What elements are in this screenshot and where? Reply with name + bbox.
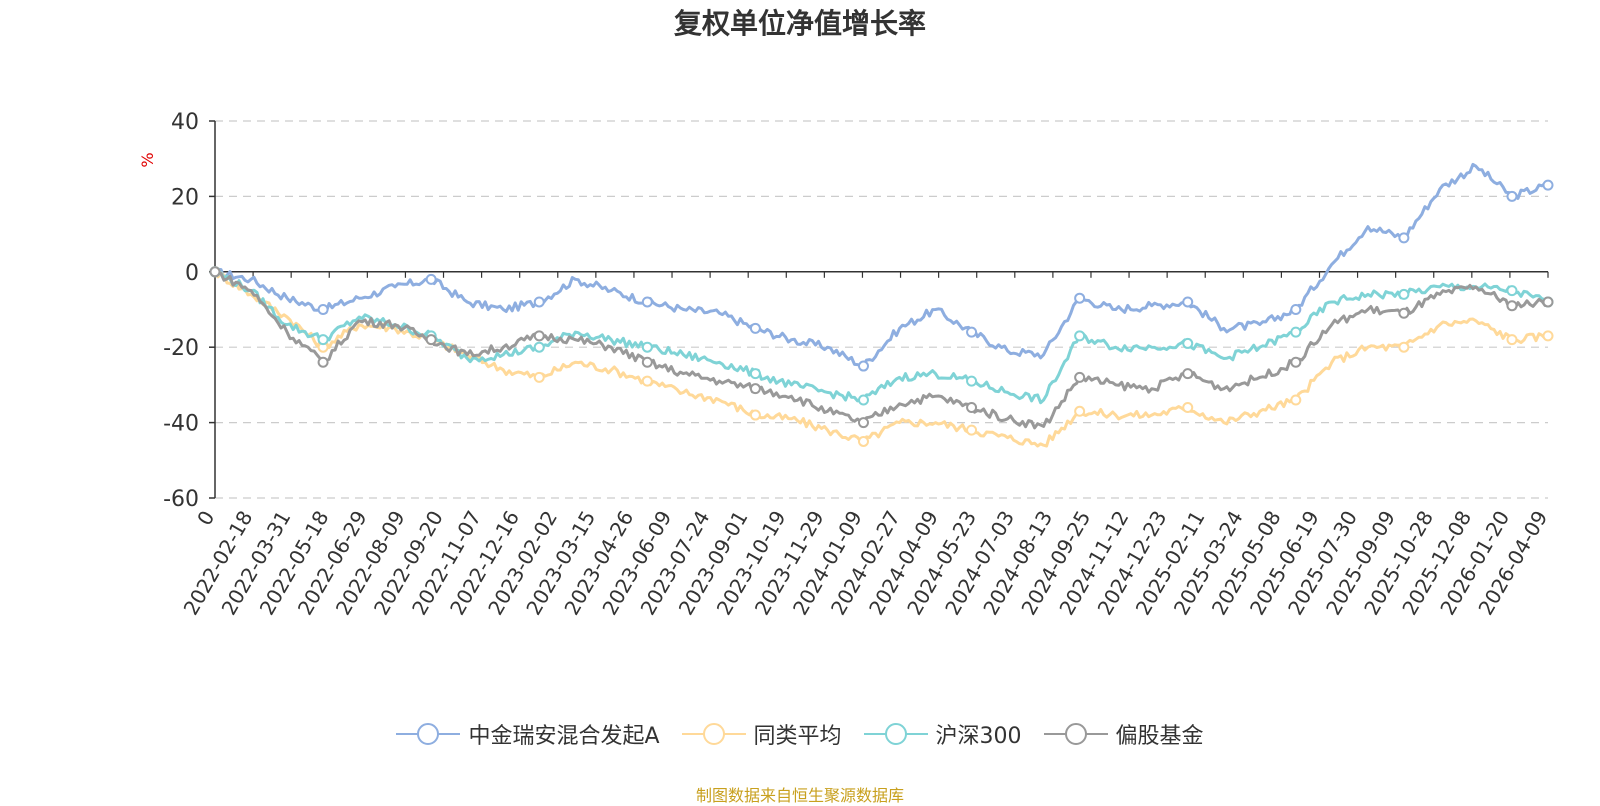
series-layer — [209, 162, 1554, 448]
series-0-point-21 — [966, 326, 978, 338]
legend-item-fund[interactable]: 中金瑞安混合发起A — [396, 718, 660, 750]
series-0-point-6 — [425, 273, 437, 285]
series-0-point-12 — [641, 296, 653, 308]
legend: 中金瑞安混合发起A 同类平均 沪深300 偏股基金 — [0, 718, 1600, 750]
series-line-2 — [213, 270, 1549, 405]
series-1-point-12 — [641, 375, 653, 387]
series-3-point-0 — [209, 266, 221, 278]
legend-label-csi300: 沪深300 — [935, 724, 1022, 749]
y-tick-label-4: -40 — [163, 412, 199, 437]
series-3-point-27 — [1182, 368, 1194, 380]
series-line-0 — [214, 162, 1549, 368]
series-1-point-37 — [1542, 330, 1554, 342]
legend-item-csi300[interactable]: 沪深300 — [863, 718, 1022, 750]
y-tick-label-1: 20 — [171, 185, 199, 210]
series-1-point-30 — [1290, 394, 1302, 406]
x-tick-label-0: 0 — [192, 507, 219, 530]
series-2-point-24 — [1074, 330, 1086, 342]
series-1-point-18 — [857, 435, 869, 447]
series-1-point-21 — [966, 424, 978, 436]
series-2-point-12 — [641, 341, 653, 353]
series-3-point-30 — [1290, 356, 1302, 368]
series-0-point-36 — [1506, 190, 1518, 202]
series-0-point-27 — [1182, 296, 1194, 308]
series-3-point-15 — [749, 383, 761, 395]
series-0-point-3 — [317, 304, 329, 315]
series-3-point-37 — [1542, 296, 1554, 308]
series-3-point-12 — [641, 356, 653, 368]
series-0-point-37 — [1542, 179, 1554, 191]
series-2-point-30 — [1290, 326, 1302, 338]
series-2-point-3 — [317, 334, 329, 346]
y-tick-label-3: -20 — [163, 336, 199, 361]
series-1-point-36 — [1506, 334, 1518, 346]
source-note: 制图数据来自恒生聚源数据库 — [695, 786, 904, 805]
series-2-point-21 — [966, 375, 978, 387]
legend-swatch-equity-fund — [1043, 723, 1108, 745]
legend-item-peer-average[interactable]: 同类平均 — [681, 718, 842, 750]
series-1-point-15 — [749, 409, 761, 421]
series-0-point-24 — [1074, 292, 1086, 304]
legend-swatch-csi300 — [863, 723, 928, 745]
series-3-point-18 — [857, 417, 869, 429]
series-3-point-9 — [533, 330, 545, 342]
series-1-point-24 — [1074, 405, 1086, 417]
series-0-point-9 — [533, 296, 545, 308]
series-0-point-15 — [749, 322, 761, 334]
series-1-point-33 — [1398, 341, 1410, 353]
series-2-point-15 — [749, 368, 761, 380]
series-3-point-21 — [966, 402, 978, 414]
series-2-point-33 — [1398, 288, 1410, 300]
y-axis-label: % — [138, 152, 157, 167]
y-tick-label-0: 40 — [171, 110, 199, 135]
y-tick-label-5: -60 — [163, 487, 199, 512]
series-2-point-18 — [857, 394, 869, 406]
series-3-point-36 — [1506, 300, 1518, 312]
legend-item-equity-fund[interactable]: 偏股基金 — [1043, 718, 1204, 750]
series-3-point-24 — [1074, 371, 1086, 383]
series-1-point-27 — [1182, 402, 1194, 414]
line-chart: 40200-20-40-6002022-02-182022-03-312022-… — [138, 110, 1554, 619]
legend-swatch-peer-average — [681, 723, 746, 745]
series-line-3 — [214, 270, 1550, 430]
legend-swatch-fund — [396, 723, 461, 745]
series-3-point-33 — [1398, 307, 1410, 319]
series-3-point-3 — [317, 356, 329, 368]
grid-layer — [215, 120, 1548, 499]
legend-label-peer-average: 同类平均 — [753, 724, 842, 749]
legend-label-equity-fund: 偏股基金 — [1115, 724, 1204, 749]
series-0-point-30 — [1290, 304, 1302, 315]
legend-label-fund: 中金瑞安混合发起A — [468, 724, 660, 749]
chart-title: 复权单位净值增长率 — [673, 7, 926, 40]
series-1-point-9 — [533, 371, 545, 383]
series-2-point-9 — [533, 341, 545, 353]
series-3-point-6 — [425, 334, 437, 346]
y-tick-label-2: 0 — [185, 261, 199, 286]
series-0-point-33 — [1398, 232, 1410, 244]
series-0-point-18 — [857, 360, 869, 372]
series-2-point-36 — [1506, 285, 1518, 297]
series-2-point-27 — [1182, 337, 1194, 349]
